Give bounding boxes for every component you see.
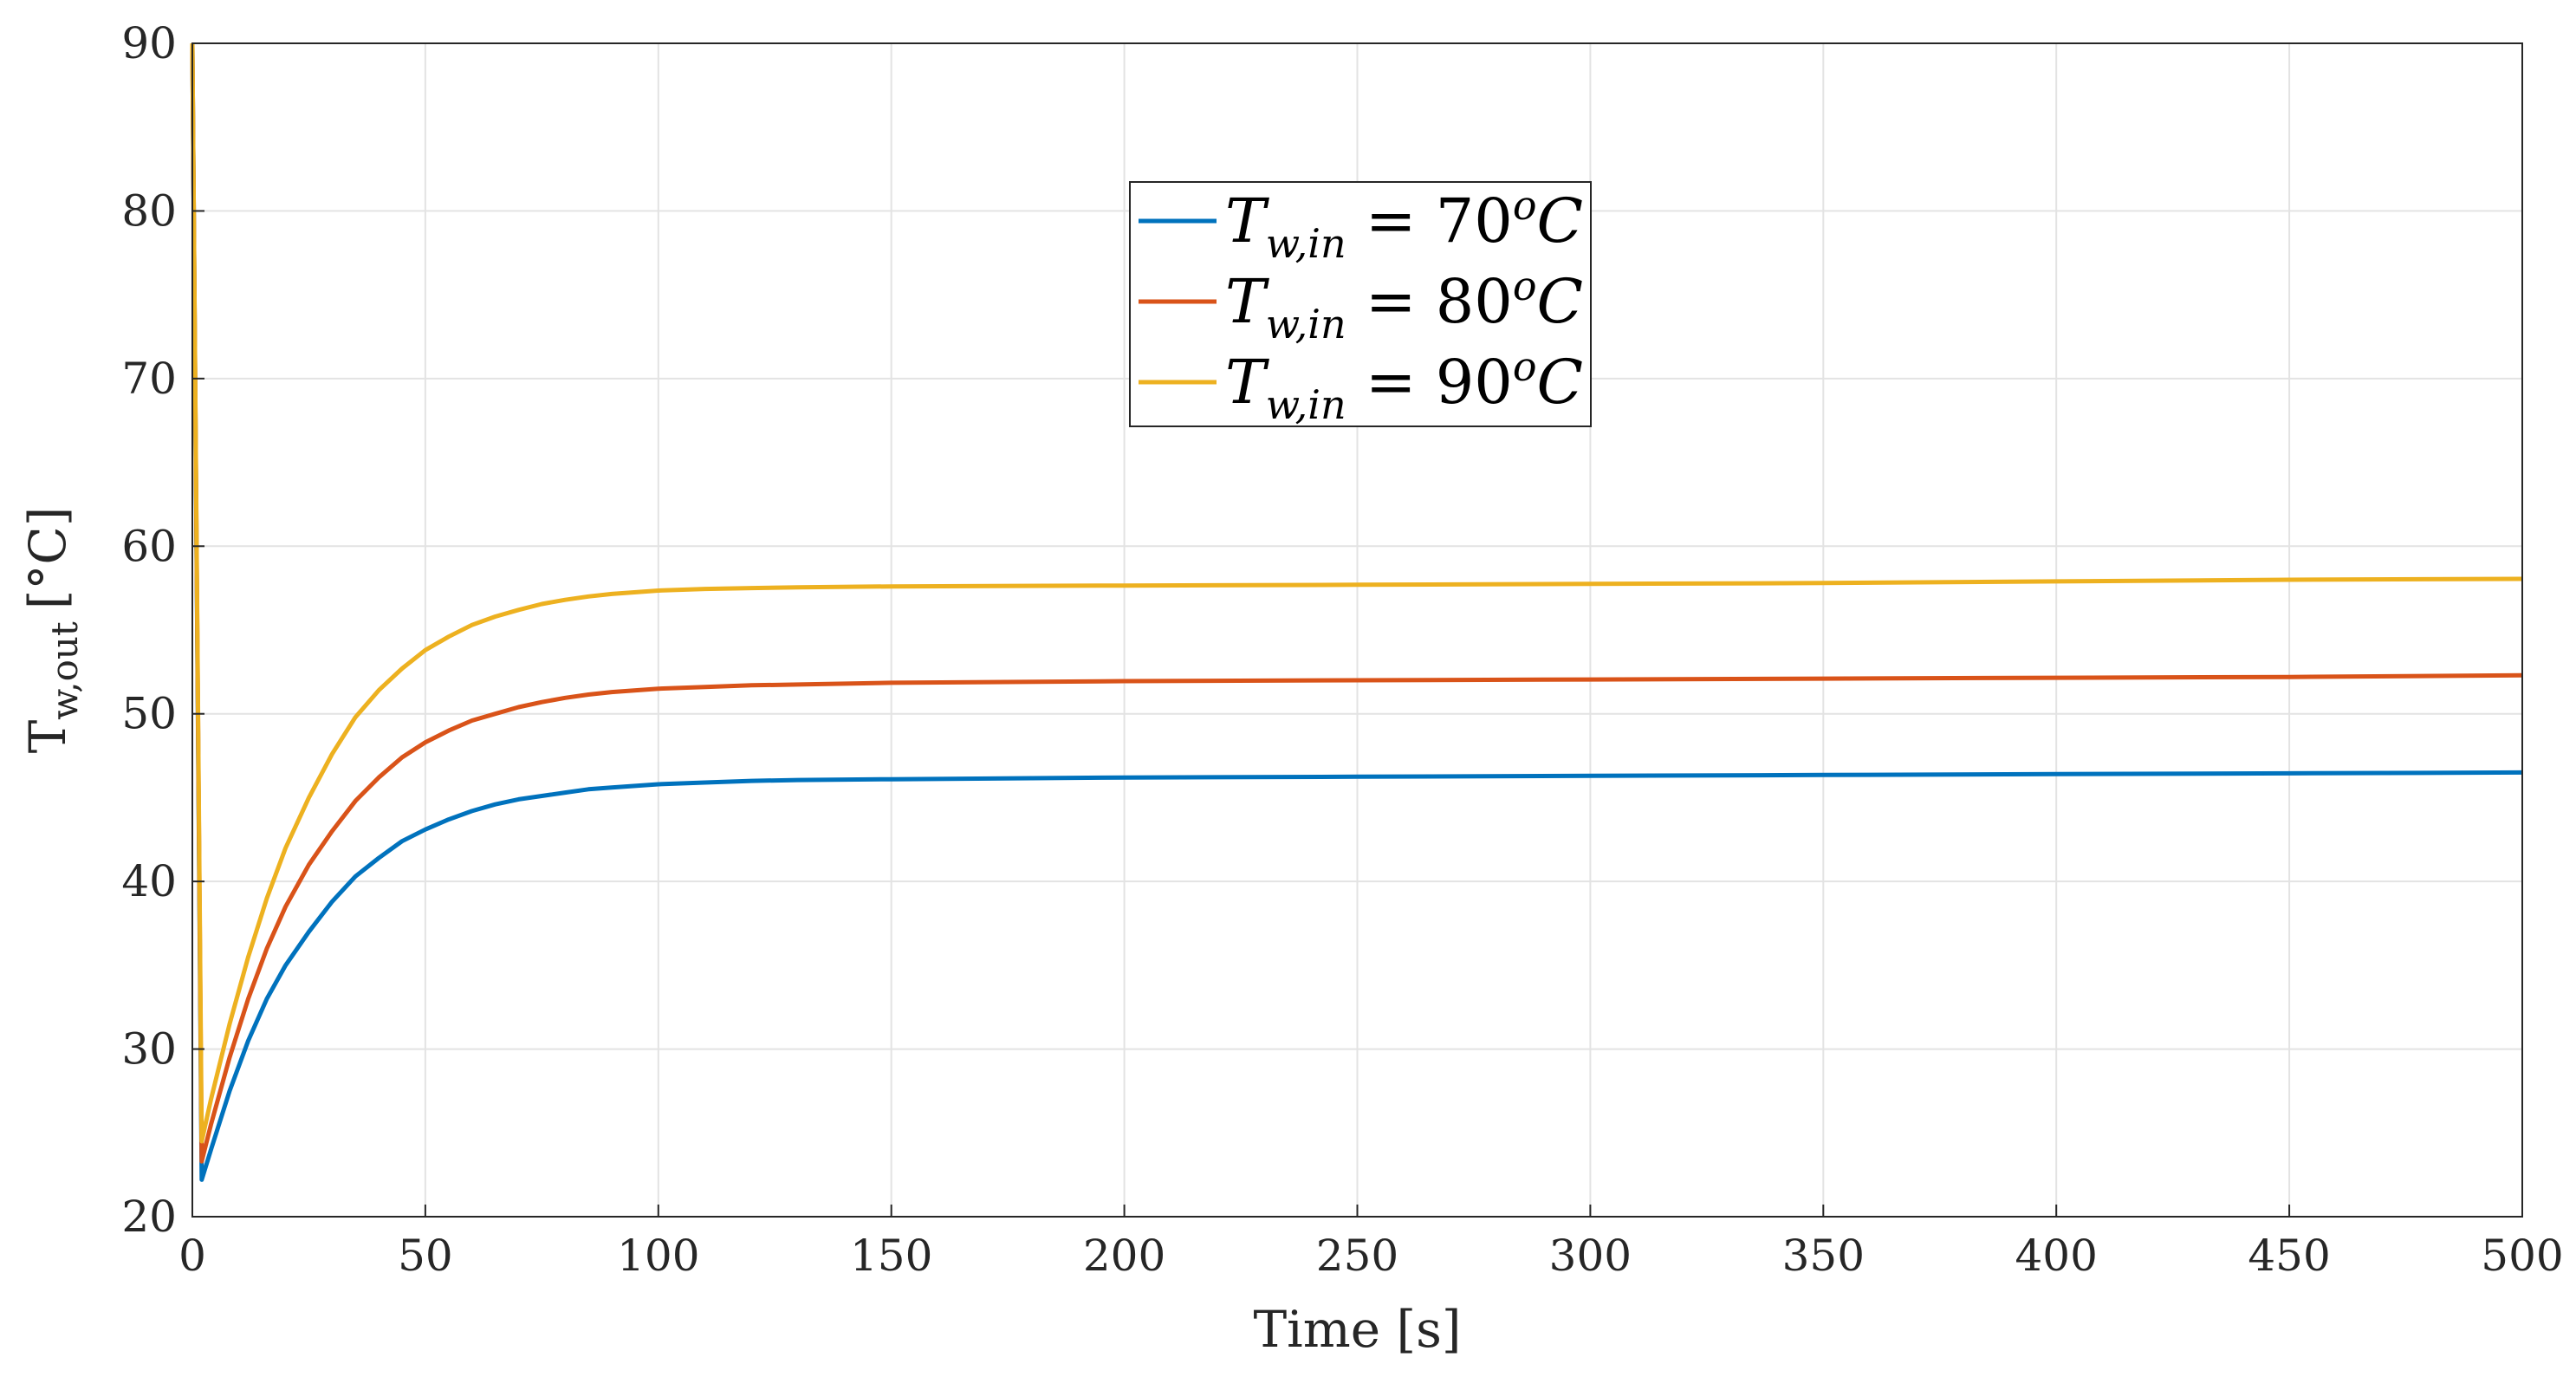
series-layer [190, 42, 2523, 1182]
legend-label-sup: o [1513, 182, 1537, 229]
x-tick-label: 200 [1083, 1231, 1165, 1281]
x-tick-label: 500 [2481, 1231, 2563, 1281]
svg-text:Tw,out[°C]: Tw,out [°C] [18, 507, 86, 754]
x-tick-label: 50 [398, 1231, 453, 1281]
y-tick-label: 60 [121, 521, 177, 571]
legend-label-value: = 70 [1346, 185, 1513, 257]
x-tick-label: 250 [1316, 1231, 1398, 1281]
axis-ticks: 0 50 100 150 200 250 300 350 400 450 500 20 30 40 50 60… [121, 18, 2563, 1281]
x-axis-label: Time [s] [1253, 1300, 1461, 1359]
series-line [190, 42, 2523, 1164]
y-axis-label: Tw,out [°C] [18, 507, 86, 754]
legend-label-sup: o [1513, 343, 1537, 390]
y-axis-label-main: T [18, 719, 77, 753]
x-tick-label: 100 [617, 1231, 699, 1281]
x-tick-label: 0 [178, 1231, 206, 1281]
series-line [190, 42, 2523, 1182]
legend-label-unit: C [1537, 266, 1584, 337]
legend-entry: Tw,in = 70oC [1139, 182, 1583, 267]
y-tick-label: 30 [121, 1024, 177, 1075]
legend-entry: Tw,in = 90oC [1139, 343, 1583, 428]
legend-label-base: T [1225, 185, 1269, 257]
legend-label-base: T [1225, 266, 1269, 337]
legend-label-value: = 90 [1346, 347, 1513, 418]
x-tick-label: 400 [2015, 1231, 2097, 1281]
legend-label: Tw,in = 80oC [1225, 263, 1583, 348]
y-tick-label: 40 [121, 856, 177, 906]
y-tick-label: 70 [121, 354, 177, 404]
legend-label-unit: C [1537, 185, 1584, 257]
legend-label: Tw,in = 90oC [1225, 343, 1583, 428]
legend-entry: Tw,in = 80oC [1139, 263, 1583, 348]
series-line [190, 42, 2523, 1144]
y-tick-label: 90 [121, 18, 177, 68]
y-tick-label: 20 [121, 1192, 177, 1242]
x-tick-label: 450 [2248, 1231, 2330, 1281]
y-tick-label: 50 [121, 689, 177, 739]
legend-label-sub: w,in [1266, 301, 1346, 348]
legend-label-sub: w,in [1266, 220, 1346, 267]
x-tick-label: 150 [850, 1231, 932, 1281]
legend-label-sub: w,in [1266, 381, 1346, 428]
x-tick-label: 350 [1782, 1231, 1865, 1281]
legend-label-base: T [1225, 347, 1269, 418]
x-tick-label: 300 [1549, 1231, 1632, 1281]
legend-label-sup: o [1513, 263, 1537, 309]
y-axis-label-unit: [°C] [18, 507, 77, 610]
legend-label-unit: C [1537, 347, 1584, 418]
legend-label-value: = 80 [1346, 266, 1513, 337]
legend-label: Tw,in = 70oC [1225, 182, 1583, 267]
y-axis-label-sub: w,out [43, 621, 86, 720]
y-tick-label: 80 [121, 185, 177, 236]
